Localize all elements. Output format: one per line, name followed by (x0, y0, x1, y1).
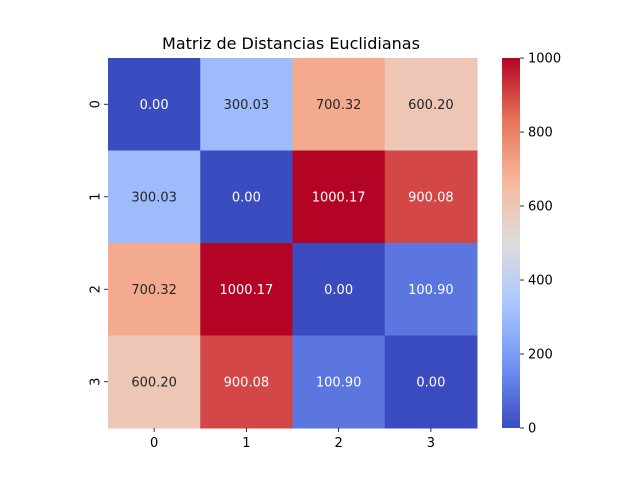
colorbar-gradient (502, 58, 520, 428)
colorbar-tick-label-3: 600 (528, 200, 553, 215)
colorbar-ticks: 0 200 400 600 800 1000 (520, 52, 561, 437)
cell-label-2-3: 100.90 (408, 283, 454, 298)
heatmap-cell-2-3 (384, 243, 478, 336)
cell-label-2-1: 1000.17 (219, 283, 273, 298)
heatmap-cell-2-2 (292, 243, 386, 336)
y-tick-label-2: 2 (89, 285, 104, 293)
colorbar-tick-label-2: 400 (528, 274, 553, 289)
heatmap-cell-0-1 (200, 58, 293, 151)
heatmap-cell-3-0 (108, 335, 201, 429)
heatmap-cell-1-0 (108, 150, 201, 244)
cell-label-0-0: 0.00 (140, 98, 169, 113)
x-tick-label-3: 3 (427, 436, 435, 451)
cell-label-0-2: 700.32 (316, 98, 362, 113)
x-tick-label-2: 2 (334, 436, 342, 451)
x-tick-label-1: 1 (242, 436, 250, 451)
cell-label-1-0: 300.03 (131, 190, 177, 205)
cell-label-3-2: 100.90 (316, 375, 362, 390)
y-tick-label-1: 1 (89, 193, 104, 201)
cell-label-2-2: 0.00 (324, 283, 353, 298)
heatmap-cell-0-3 (384, 58, 478, 151)
heatmap-cell-2-1 (200, 243, 293, 336)
cell-label-1-3: 900.08 (408, 190, 454, 205)
cell-label-3-1: 900.08 (224, 375, 270, 390)
heatmap-cell-0-0 (108, 58, 201, 151)
cell-label-1-1: 0.00 (232, 190, 261, 205)
colorbar-tick-label-4: 800 (528, 126, 553, 141)
colorbar-tick-label-0: 0 (528, 422, 536, 437)
heatmap-cell-0-2 (292, 58, 386, 151)
cell-label-0-3: 600.20 (408, 98, 454, 113)
cell-label-3-0: 600.20 (131, 375, 177, 390)
heatmap-cell-1-1 (200, 150, 293, 244)
cell-label-0-1: 300.03 (224, 98, 270, 113)
cell-label-2-0: 700.32 (131, 283, 177, 298)
heatmap-cell-3-3 (384, 335, 478, 429)
heatmap-cell-3-2 (292, 335, 386, 429)
y-tick-label-3: 3 (89, 378, 104, 386)
colorbar: 0 200 400 600 800 1000 (502, 52, 561, 437)
chart-title: Matriz de Distancias Euclidianas (162, 34, 420, 53)
colorbar-tick-label-5: 1000 (528, 52, 561, 67)
heatmap-cells: 0.00 300.03 700.32 600.20 300.03 0.00 1000.17 9… (108, 58, 478, 429)
cell-label-1-2: 1000.17 (312, 190, 366, 205)
y-tick-label-0: 0 (89, 100, 104, 108)
heatmap-cell-2-0 (108, 243, 201, 336)
heatmap-cell-3-1 (200, 335, 293, 429)
y-axis: 0 1 2 3 (89, 100, 108, 386)
x-tick-label-0: 0 (150, 436, 158, 451)
heatmap-cell-1-2 (292, 150, 386, 244)
x-axis: 0 1 2 3 (150, 428, 435, 451)
colorbar-tick-label-1: 200 (528, 348, 553, 363)
heatmap-cell-1-3 (384, 150, 478, 244)
cell-label-3-3: 0.00 (416, 375, 445, 390)
